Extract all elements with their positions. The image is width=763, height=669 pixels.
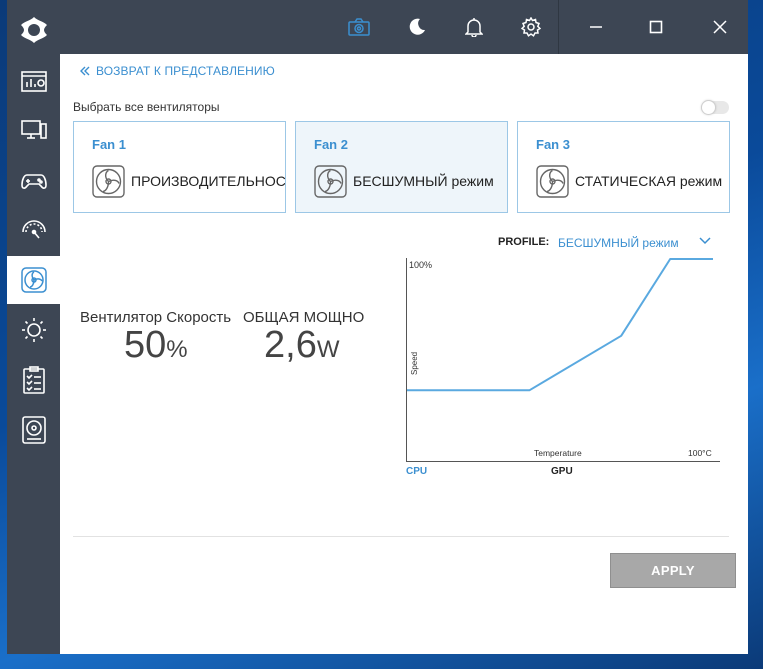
fan-card-2[interactable]: Fan 2 БЕСШУМНЫЙ режим [295,121,508,213]
fan-curve-chart[interactable]: 100% Speed Temperature 100°C CPU GPU [403,254,723,484]
back-link-label[interactable]: ВОЗВРАТ К ПРЕДСТАВЛЕНИЮ [96,64,275,78]
total-power-label: ОБЩАЯ МОЩНОСТЬ [243,309,364,326]
app-logo [7,0,60,60]
fan-card-mode: ПРОИЗВОДИТЕЛЬНОСТЬ [131,173,286,189]
sidebar-item-gaming[interactable] [7,157,60,205]
fan-card-mode: СТАТИЧЕСКАЯ режим [575,173,723,189]
back-to-view-link[interactable]: ВОЗВРАТ К ПРЕДСТАВЛЕНИЮ [80,64,275,78]
fan-speed-unit: % [166,336,188,363]
gear-icon [521,17,541,37]
source-tab-cpu: CPU [406,466,427,477]
total-power-unit: W [316,336,340,363]
bell-icon [465,18,483,37]
fan-speed-label: Вентилятор Скорость [80,309,232,326]
title-bar [60,0,748,54]
sidebar-item-fan-control[interactable] [7,256,60,304]
profile-dropdown[interactable]: БЕСШУМНЫЙ режим [558,236,679,250]
sidebar-item-performance[interactable] [7,206,60,254]
divider [73,536,729,537]
minimize-icon [590,26,602,28]
sidebar-item-storage[interactable] [7,406,60,454]
sidebar-item-brightness[interactable] [7,306,60,354]
app-window: ВОЗВРАТ К ПРЕДСТАВЛЕНИЮ Выбрать все вент… [7,0,748,654]
fan-card-title: Fan 1 [92,137,126,152]
brightness-icon [21,318,46,342]
maximize-icon [649,20,663,34]
fan-card-mode: БЕСШУМНЫЙ режим [353,173,494,189]
close-icon [713,20,727,34]
minimize-button[interactable] [568,0,624,54]
fan-card-title: Fan 3 [536,137,570,152]
select-all-fans-toggle[interactable] [701,100,729,115]
dashboard-icon [20,71,47,92]
fan-icon [92,165,125,198]
screenshot-button[interactable] [336,0,382,54]
sidebar [7,0,60,654]
x-axis-label: Temperature [534,448,582,458]
fan-control-panel: ВОЗВРАТ К ПРЕДСТАВЛЕНИЮ Выбрать все вент… [60,54,748,654]
y-max-label: 100% [409,260,432,270]
close-button[interactable] [692,0,748,54]
gamepad-icon [20,174,47,189]
chevron-down-icon[interactable] [699,235,711,245]
camera-icon [348,18,370,36]
profile-label: PROFILE: [498,236,550,248]
speedometer-icon [21,220,46,239]
monitor-icon [20,120,47,139]
apply-button[interactable]: APPLY [610,553,736,588]
double-chevron-left-icon [80,66,90,76]
fan-card-3[interactable]: Fan 3 СТАТИЧЕСКАЯ режим [517,121,730,213]
toggle-knob [701,100,716,115]
fan-speed-number: 50 [124,324,167,366]
sidebar-item-tasks[interactable] [7,356,60,404]
fan-icon [314,165,347,198]
fan-icon [536,165,569,198]
fan-card-1[interactable]: Fan 1 ПРОИЗВОДИТЕЛЬНОСТЬ [73,121,286,213]
total-power-number: 2,6 [264,324,317,366]
total-power-value: 2,6W [264,324,339,367]
y-axis-label: Speed [410,352,419,375]
fan-icon [20,267,47,293]
fan-card-title: Fan 2 [314,137,348,152]
moon-icon [409,18,425,35]
x-max-label: 100°C [688,448,712,458]
fan-speed-value: 50% [124,324,188,367]
maximize-button[interactable] [628,0,684,54]
checklist-icon [22,366,45,394]
select-all-fans-label: Выбрать все вентиляторы [73,100,220,114]
source-tab-gpu: GPU [551,466,573,477]
dark-mode-button[interactable] [394,0,440,54]
notifications-button[interactable] [451,0,497,54]
fan-curve-line [407,258,713,392]
sidebar-item-dashboard[interactable] [7,57,60,105]
settings-button[interactable] [508,0,554,54]
sidebar-item-monitor[interactable] [7,106,60,154]
disk-icon [21,416,46,444]
